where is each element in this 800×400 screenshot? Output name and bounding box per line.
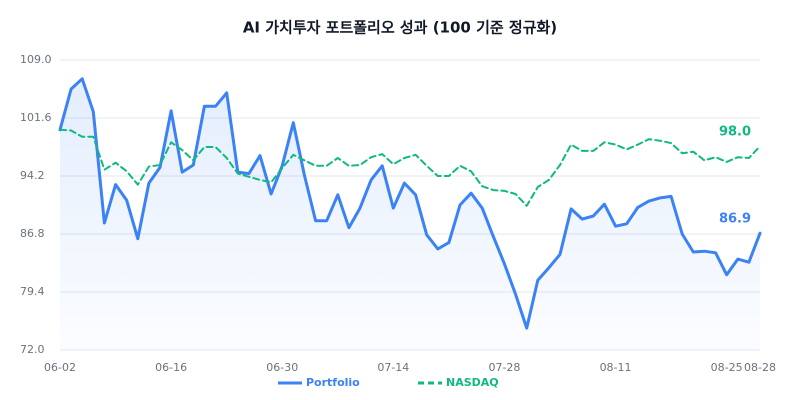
x-tick-label: 08-28: [744, 361, 776, 374]
legend-label: Portfolio: [306, 376, 360, 389]
legend-label: NASDAQ: [446, 376, 499, 389]
y-tick-label: 101.6: [20, 111, 52, 124]
area: [60, 78, 760, 351]
y-tick-label: 109.0: [20, 53, 52, 66]
line: [59, 128, 761, 207]
x-tick-label: 06-30: [266, 361, 298, 374]
data-label: 98.0: [719, 125, 751, 140]
y-tick-label: 94.2: [20, 169, 45, 182]
x-tick-label: 07-28: [488, 361, 520, 374]
data-label: 86.9: [719, 212, 751, 227]
x-tick-label: 06-16: [155, 361, 187, 374]
x-tick-label: 08-25: [711, 361, 743, 374]
x-tick-label: 06-02: [44, 361, 76, 374]
x-tick-label: 07-14: [377, 361, 409, 374]
x-tick-label: 08-11: [600, 361, 632, 374]
y-tick-label: 86.8: [20, 227, 45, 240]
chart-title: AI 가치투자 포트폴리오 성과 (100 기준 정규화): [243, 19, 557, 37]
y-tick-label: 79.4: [20, 285, 45, 298]
y-tick-label: 72.0: [20, 343, 45, 356]
line: [58, 77, 762, 330]
